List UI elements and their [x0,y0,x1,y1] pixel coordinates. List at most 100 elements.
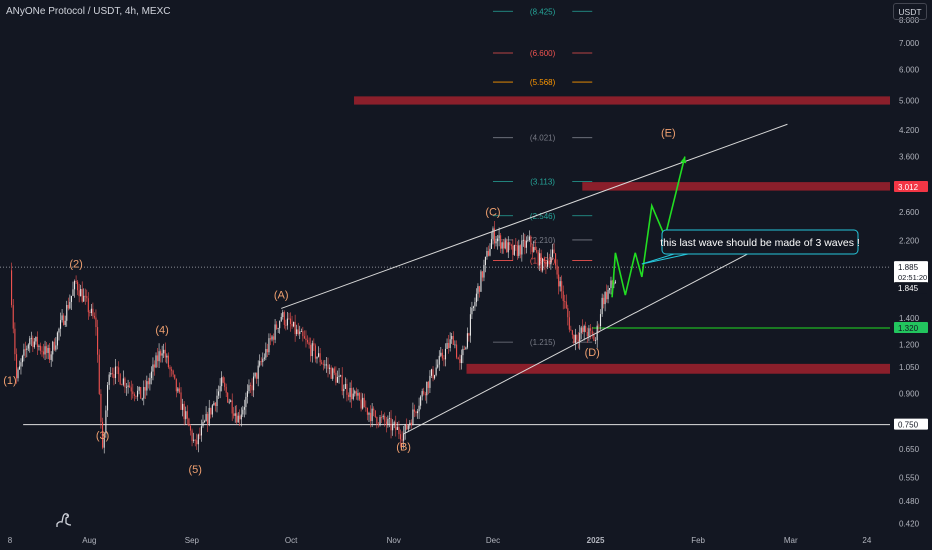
candle-body [23,349,25,356]
candle-body [257,365,259,379]
candle-body [207,414,209,424]
candle-body [555,253,557,266]
candle-body [603,297,605,305]
candle-body [410,422,412,426]
candle-body [77,281,79,291]
candle-body [41,350,43,352]
candle-body [172,370,174,375]
time-axis[interactable]: 8 Aug Sep Oct Nov Dec 2025 Feb Mar 24 [8,536,872,545]
candle-body [562,291,564,302]
candle-body [102,421,104,448]
candle-body [475,293,477,303]
candle-body [141,398,143,400]
candle-body [306,340,309,343]
candle-body [486,251,488,257]
candle-body [293,321,295,327]
candle-body [84,295,86,297]
candle-body [606,292,608,300]
candle-body [610,280,612,289]
horizontal-lines [0,266,890,426]
candle-body [208,407,210,424]
candle-body [346,383,348,395]
candle-body [443,358,445,360]
fib-label: (2.546) [530,212,556,221]
candle-body [169,367,171,370]
resistance-zone [466,363,890,374]
channel-line [403,232,788,435]
candle-body [216,395,218,406]
candle-body [147,381,149,385]
x-tick-label: Mar [784,536,798,545]
candle-body [158,351,160,362]
candle-body [390,418,392,431]
x-tick-label: Feb [691,536,705,545]
candle-body [358,393,361,400]
wave-label: (B) [396,441,411,453]
candle-body [550,256,552,265]
candle-body [401,439,403,441]
candle-body [69,301,71,309]
candle-body [363,397,365,408]
candle-body [11,270,13,306]
candle-body [495,241,497,244]
candle-body [262,358,264,363]
price-tag [894,261,928,284]
candle-body [89,312,91,313]
candle-body [527,240,529,241]
candle-body [279,321,281,329]
candle-body [338,375,340,377]
candle-body [296,329,298,335]
candle-body [341,375,343,392]
candle-body [398,427,400,435]
candle-body [531,246,533,252]
candle-body [412,409,414,426]
candle-body [568,317,570,330]
candle-body [129,385,131,388]
candle-body [70,295,72,302]
candle-body [347,394,350,397]
wave-label: (5) [188,464,201,476]
channel-lines [281,123,788,435]
candle-body [351,387,353,400]
candle-body [203,421,206,422]
candle-body [66,304,68,321]
candle-body [449,339,451,349]
candle-body [457,357,459,360]
candle-body [14,328,16,355]
candle-body [160,351,162,356]
candle-body [553,249,555,254]
candle-body [291,323,293,327]
candle-body [46,346,48,353]
candle-body [613,282,615,285]
candle-body [193,439,195,441]
price-tag [894,181,928,193]
candle-body [194,439,196,441]
candle-body [543,258,545,262]
candle-body [211,405,213,415]
wave-label: (2) [69,259,82,271]
wave-label: (E) [661,127,676,139]
candle-body [32,337,34,348]
candle-body [144,387,146,391]
candle-body [459,359,461,363]
candle-body [463,348,465,350]
candle-body [222,377,224,383]
currency-unit-button[interactable]: USDT [893,3,927,20]
x-tick-label: Sep [185,536,200,545]
candle-body [55,345,57,350]
candle-body [565,301,567,309]
tradingview-logo-icon[interactable] [54,510,74,530]
candle-body [38,345,40,347]
candle-body [528,236,530,241]
candle-body [219,386,221,392]
candle-body [272,336,275,340]
candle-body [451,335,453,340]
candle-body [370,412,372,422]
candle-body [335,372,337,383]
candle-body [416,411,419,414]
candle-body [197,434,199,445]
candle-body [282,312,284,318]
candle-body [504,240,506,249]
candle-body [432,369,434,379]
